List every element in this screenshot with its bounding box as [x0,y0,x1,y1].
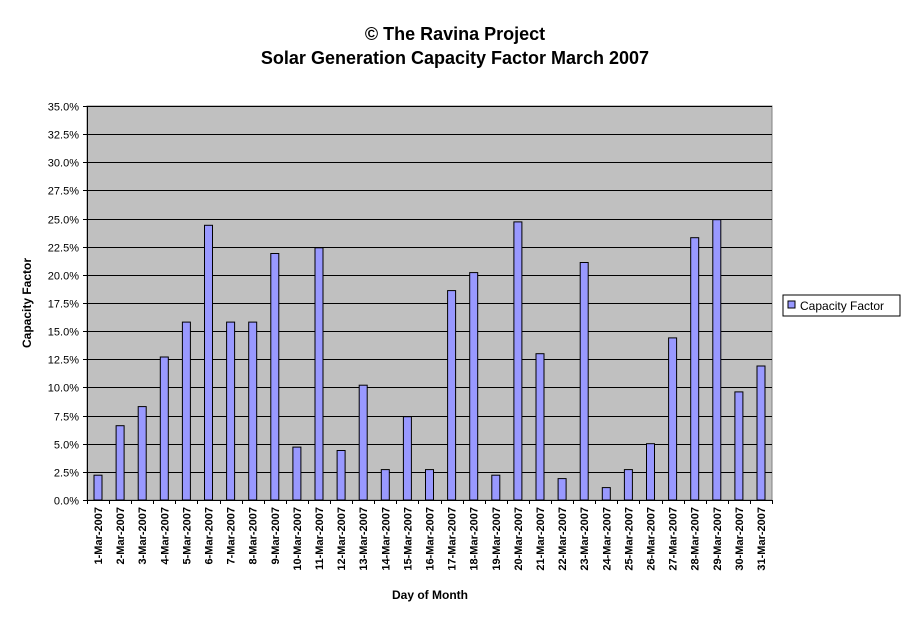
y-tick-label: 5.0% [54,440,79,452]
y-tick-label: 15.0% [48,327,79,339]
bar [93,474,103,501]
y-tick-label: 22.5% [48,243,79,255]
gridlines [87,106,772,473]
x-tick-label: 21-Mar-2007 [535,507,547,571]
bars [93,219,766,501]
bar [668,337,678,501]
bar [402,416,412,501]
y-tick-label: 20.0% [48,271,79,283]
bar [181,321,191,501]
y-axis-title: Capacity Factor [20,258,34,348]
x-tick-label: 14-Mar-2007 [380,507,392,571]
x-tick-label: 16-Mar-2007 [425,507,437,571]
x-tick-label: 10-Mar-2007 [292,507,304,571]
x-tick-label: 15-Mar-2007 [402,507,414,571]
bar [513,221,523,501]
y-tick-label: 17.5% [48,299,79,311]
x-tick-label: 29-Mar-2007 [712,507,724,571]
x-tick-label: 13-Mar-2007 [358,507,370,571]
y-tick-label: 32.5% [48,130,79,142]
x-tick-label: 7-Mar-2007 [226,507,238,564]
x-tick-label: 3-Mar-2007 [137,507,149,564]
bar [159,356,169,501]
bar [579,262,589,501]
bar [226,321,236,501]
y-tick-label: 0.0% [54,496,79,508]
bar [270,253,280,501]
x-tick-label: 6-Mar-2007 [204,507,216,564]
x-tick-labels: 1-Mar-2007 2-Mar-2007 3-Mar-2007 4-Mar-2007… [93,507,768,571]
bar [380,469,390,501]
x-tick-label: 17-Mar-2007 [447,507,459,571]
legend: Capacity Factor [782,294,901,317]
y-tick-labels: 0.0% 2.5% 5.0% 7.5% 10.0% 12.5% 15.0% 17.5% 20.0… [48,102,79,508]
x-tick-label: 8-Mar-2007 [248,507,260,564]
bar [447,290,457,501]
x-tick-label: 2-Mar-2007 [115,507,127,564]
bar [204,224,213,501]
legend-box [782,294,901,317]
bar [690,237,700,501]
y-tick-label: 30.0% [48,158,79,170]
bar [336,450,346,501]
bar [314,247,324,501]
bar [358,384,368,501]
x-tick-label: 22-Mar-2007 [557,507,569,571]
y-tick-label: 35.0% [48,102,79,114]
bar [557,478,567,501]
y-tick-label: 7.5% [54,412,79,424]
y-tick-label: 25.0% [48,215,79,227]
bar [137,406,147,501]
y-tick-label: 12.5% [48,355,79,367]
bar [623,469,633,501]
x-tick-label: 4-Mar-2007 [159,507,171,564]
x-axis-title: Day of Month [392,588,468,602]
bar [756,365,766,501]
x-tick-label: 5-Mar-2007 [181,507,193,564]
x-tick-label: 11-Mar-2007 [314,507,326,570]
x-tick-label: 24-Mar-2007 [601,507,613,571]
bar [712,219,722,501]
bar [646,443,655,501]
x-tick-label: 19-Mar-2007 [491,507,503,571]
legend-label: Capacity Factor [800,299,884,313]
bar [491,474,501,501]
bar [425,469,434,501]
x-tick-label: 1-Mar-2007 [93,507,105,564]
bar [601,487,611,501]
x-tick-label: 12-Mar-2007 [336,507,348,571]
y-tick-label: 2.5% [54,468,79,480]
bar [734,391,744,501]
x-tick-label: 30-Mar-2007 [734,507,746,571]
legend-swatch [787,300,796,309]
bar [115,425,125,501]
x-tick-label: 28-Mar-2007 [690,507,702,571]
x-tick-label: 23-Mar-2007 [579,507,591,571]
chart-title: © The Ravina Project [365,24,545,44]
chart-subtitle: Solar Generation Capacity Factor March 2… [261,48,649,68]
bar [469,272,479,501]
y-tick-label: 10.0% [48,383,79,395]
axes [83,106,773,504]
x-tick-label: 9-Mar-2007 [270,507,282,564]
x-tick-label: 20-Mar-2007 [513,507,525,571]
y-tick-label: 27.5% [48,186,79,198]
x-tick-label: 26-Mar-2007 [646,507,658,571]
x-tick-label: 31-Mar-2007 [756,507,768,571]
x-tick-label: 18-Mar-2007 [469,507,481,571]
x-tick-label: 25-Mar-2007 [623,507,635,571]
x-tick-label: 27-Mar-2007 [668,507,680,571]
bar [248,321,258,501]
bar [292,446,302,501]
bar [535,353,545,501]
